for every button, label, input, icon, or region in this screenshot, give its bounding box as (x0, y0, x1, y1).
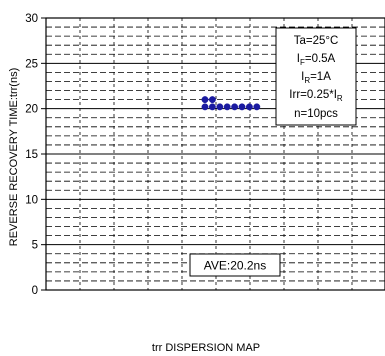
data-point (208, 103, 216, 111)
average-box-border (189, 253, 281, 277)
data-point (201, 103, 209, 111)
average-box: AVE:20.2ns (189, 253, 281, 277)
data-points (201, 96, 261, 111)
conditions-box-border (275, 27, 357, 126)
y-tick-label: 5 (32, 240, 38, 252)
data-point (245, 103, 253, 111)
condition-line: IF=0.5A (297, 53, 336, 67)
data-point (253, 103, 261, 111)
chart-caption: trr DISPERSION MAP (152, 342, 260, 354)
data-point (216, 103, 224, 111)
condition-line: Ta=25°C (294, 35, 339, 47)
conditions-box: Ta=25°C IF=0.5A IR=1A Irr=0.25*IR n=10pcs (275, 27, 357, 126)
condition-line: IR=1A (301, 71, 331, 85)
data-point (238, 103, 246, 111)
data-point (231, 103, 239, 111)
y-tick-label: 25 (25, 58, 38, 70)
y-tick-label: 20 (25, 104, 38, 116)
y-tick-label: 15 (25, 149, 38, 161)
data-point (223, 103, 231, 111)
data-point (208, 96, 216, 104)
y-axis-label: REVERSE RECOVERY TIME:trr(ns) (8, 68, 20, 246)
data-point (201, 96, 209, 104)
y-tick-label: 10 (25, 194, 38, 206)
y-tick-label: 0 (32, 285, 38, 297)
average-label: AVE:20.2ns (204, 259, 266, 273)
y-axis-ticks: 0 5 10 15 20 25 30 (25, 13, 46, 297)
condition-line: Irr=0.25*IR (289, 89, 343, 103)
condition-line: n=10pcs (294, 108, 338, 120)
y-tick-label: 30 (25, 13, 38, 25)
